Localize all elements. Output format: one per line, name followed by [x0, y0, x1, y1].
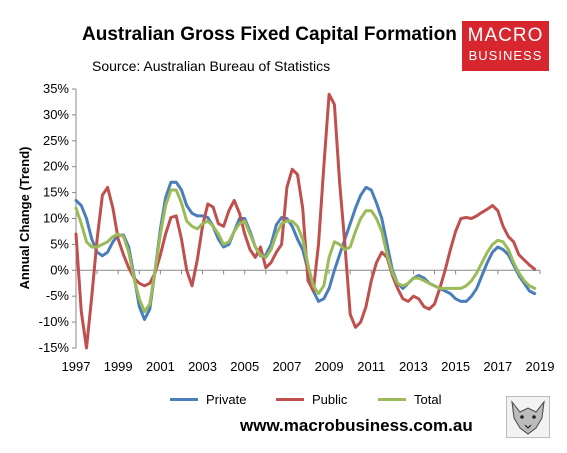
y-tick-label: -5% — [46, 288, 70, 303]
y-tick-label: 30% — [43, 107, 69, 122]
y-tick-label: 25% — [43, 133, 69, 148]
x-tick-label: 2013 — [399, 359, 428, 374]
y-tick-label: 15% — [43, 185, 69, 200]
x-tick-label: 2003 — [188, 359, 217, 374]
series-line-total — [74, 188, 537, 314]
x-tick-label: 2009 — [315, 359, 344, 374]
legend-label-total: Total — [414, 392, 442, 407]
y-tick-label: -10% — [39, 314, 70, 329]
legend-item-private: Private — [170, 392, 246, 407]
y-tick-label: 5% — [50, 236, 69, 251]
x-tick-label: 2015 — [441, 359, 470, 374]
x-tick-label: 1999 — [104, 359, 133, 374]
y-axis-label: Annual Change (Trend) — [17, 147, 32, 290]
x-tick-label: 1997 — [62, 359, 91, 374]
x-tick-label: 2005 — [230, 359, 259, 374]
chart-series-lines — [74, 92, 537, 350]
legend-swatch-private — [170, 398, 198, 401]
x-tick-label: 2011 — [357, 359, 385, 374]
macrobusiness-logo: MACRO BUSINESS — [462, 21, 549, 71]
logo-line-1: MACRO — [467, 25, 544, 46]
chart-title: Australian Gross Fixed Capital Formation — [82, 24, 457, 45]
legend-label-public: Public — [312, 392, 348, 407]
chart-subtitle: Source: Australian Bureau of Statistics — [92, 58, 331, 74]
legend-item-total: Total — [378, 392, 441, 407]
chart-legend: Private Public Total — [0, 392, 567, 412]
legend-swatch-total — [378, 398, 406, 401]
y-tick-label: 10% — [43, 211, 69, 226]
y-tick-label: 35% — [43, 81, 69, 96]
x-tick-label: 2007 — [272, 359, 301, 374]
y-tick-label: 20% — [43, 159, 69, 174]
wolf-icon — [506, 396, 550, 438]
y-tick-label: -15% — [39, 340, 70, 355]
legend-label-private: Private — [206, 392, 247, 407]
logo-line-2: BUSINESS — [468, 48, 543, 63]
legend-item-public: Public — [276, 392, 347, 407]
x-tick-label: 2019 — [526, 359, 555, 374]
x-tick-label: 2017 — [483, 359, 512, 374]
legend-swatch-public — [276, 398, 304, 401]
x-tick-label: 2001 — [146, 359, 175, 374]
y-tick-label: 0% — [50, 262, 69, 277]
website-url: www.macrobusiness.com.au — [240, 416, 473, 435]
